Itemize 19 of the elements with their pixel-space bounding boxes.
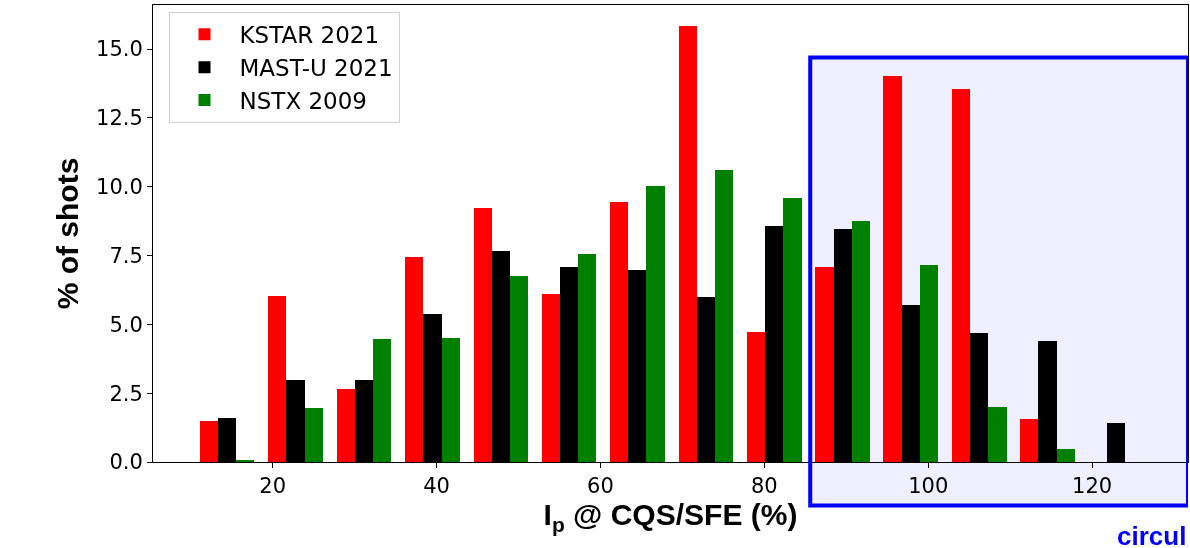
x-tick-label: 40 bbox=[423, 474, 450, 499]
x-tick-label: 20 bbox=[259, 474, 287, 499]
x-axis-title: I$_{p}$ @ CQS/SFE (%) bbox=[543, 498, 798, 536]
legend-label: KSTAR 2021 bbox=[239, 22, 380, 49]
y-tick-label: 2.5 bbox=[109, 381, 143, 406]
legend-label: NSTX 2009 bbox=[239, 88, 367, 115]
y-tick-label: 5.0 bbox=[109, 312, 143, 337]
y-tick-label: 7.5 bbox=[109, 243, 143, 268]
x-tick-label: 120 bbox=[1072, 474, 1113, 499]
x-tick-label: 60 bbox=[587, 474, 614, 499]
y-tick-label: 15.0 bbox=[96, 37, 143, 62]
x-tick-label: 80 bbox=[750, 474, 778, 499]
y-tick-label: 12.5 bbox=[96, 106, 143, 131]
y-axis-title: % of shots bbox=[51, 157, 85, 310]
legend-label: MAST-U 2021 bbox=[239, 55, 393, 82]
y-tick-label: 0.0 bbox=[109, 450, 143, 475]
x-tick-label: 100 bbox=[908, 474, 949, 499]
y-tick-label: 10.0 bbox=[96, 175, 143, 200]
text: circul bbox=[1117, 521, 1187, 548]
